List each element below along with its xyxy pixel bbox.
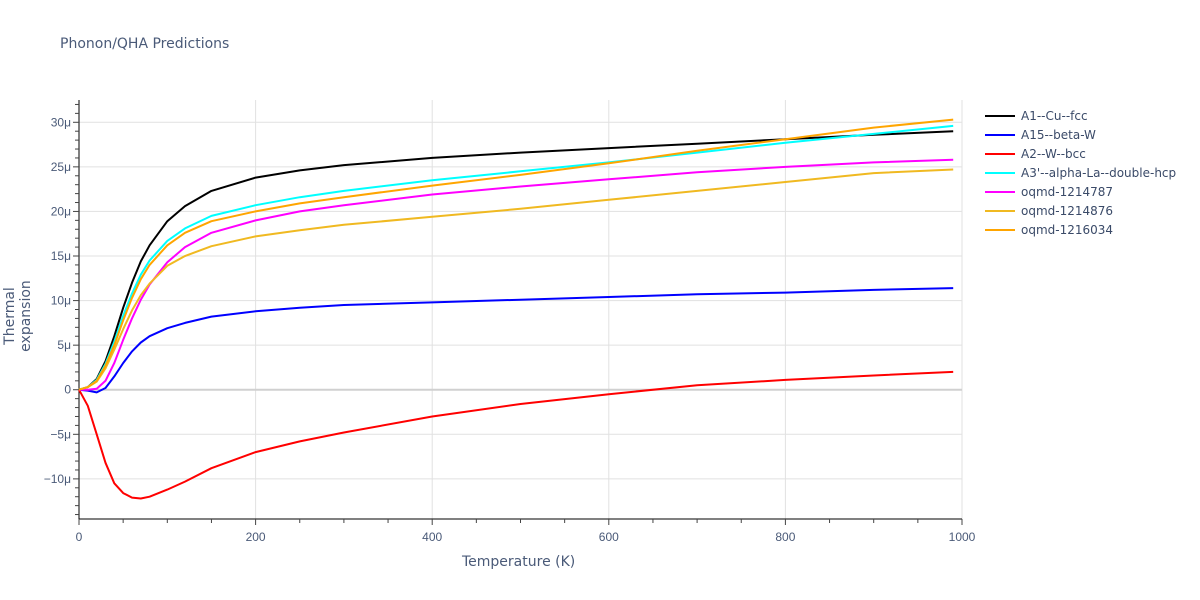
x-tick-label: 0 (76, 530, 83, 544)
series-line[interactable] (78, 287, 954, 394)
series-line[interactable] (78, 370, 954, 500)
legend-item[interactable]: oqmd-1216034 (985, 220, 1176, 239)
series-line[interactable] (78, 168, 954, 391)
y-tick-label: 25μ (51, 160, 71, 174)
x-tick-label: 200 (246, 530, 266, 544)
legend-item[interactable]: A1--Cu--fcc (985, 106, 1176, 125)
legend-line-icon (985, 133, 1015, 136)
y-tick-label: −5μ (50, 427, 71, 441)
x-tick-label: 600 (599, 530, 619, 544)
legend-item[interactable]: oqmd-1214876 (985, 201, 1176, 220)
legend-label: A3'--alpha-La--double-hcp (1021, 165, 1177, 180)
legend-line-icon (985, 152, 1015, 155)
legend-line-icon (985, 114, 1015, 117)
legend-label: oqmd-1216034 (1021, 222, 1114, 237)
x-tick-label: 400 (422, 530, 442, 544)
x-tick-label: 800 (775, 530, 795, 544)
y-tick-label: −10μ (44, 472, 71, 486)
legend-item[interactable]: A2--W--bcc (985, 144, 1176, 163)
legend-label: A2--W--bcc (1021, 146, 1086, 161)
y-tick-label: 0 (64, 383, 71, 397)
x-tick-label: 1000 (949, 530, 976, 544)
legend-item[interactable]: oqmd-1214787 (985, 182, 1176, 201)
legend-label: A1--Cu--fcc (1021, 108, 1088, 123)
y-tick-label: 15μ (51, 249, 71, 263)
legend-label: oqmd-1214787 (1021, 184, 1114, 199)
y-tick-label: 20μ (51, 204, 71, 218)
legend-label: A15--beta-W (1021, 127, 1096, 142)
legend-item[interactable]: A3'--alpha-La--double-hcp (985, 163, 1176, 182)
legend: A1--Cu--fcc A15--beta-W A2--W--bcc A3'--alp… (985, 106, 1176, 239)
legend-line-icon (985, 228, 1015, 231)
series-line[interactable] (79, 158, 954, 391)
legend-item[interactable]: A15--beta-W (985, 125, 1176, 144)
series-line[interactable] (78, 118, 954, 391)
legend-label: oqmd-1214876 (1021, 203, 1114, 218)
x-axis-label: Temperature (K) (462, 554, 576, 570)
legend-line-icon (985, 171, 1015, 174)
chart-title: Phonon/QHA Predictions (60, 36, 230, 52)
series-line[interactable] (78, 130, 954, 391)
legend-line-icon (985, 190, 1015, 193)
y-tick-label: 10μ (51, 294, 71, 308)
legend-line-icon (985, 209, 1015, 212)
y-tick-label: 5μ (57, 338, 71, 352)
y-tick-label: 30μ (51, 115, 71, 129)
